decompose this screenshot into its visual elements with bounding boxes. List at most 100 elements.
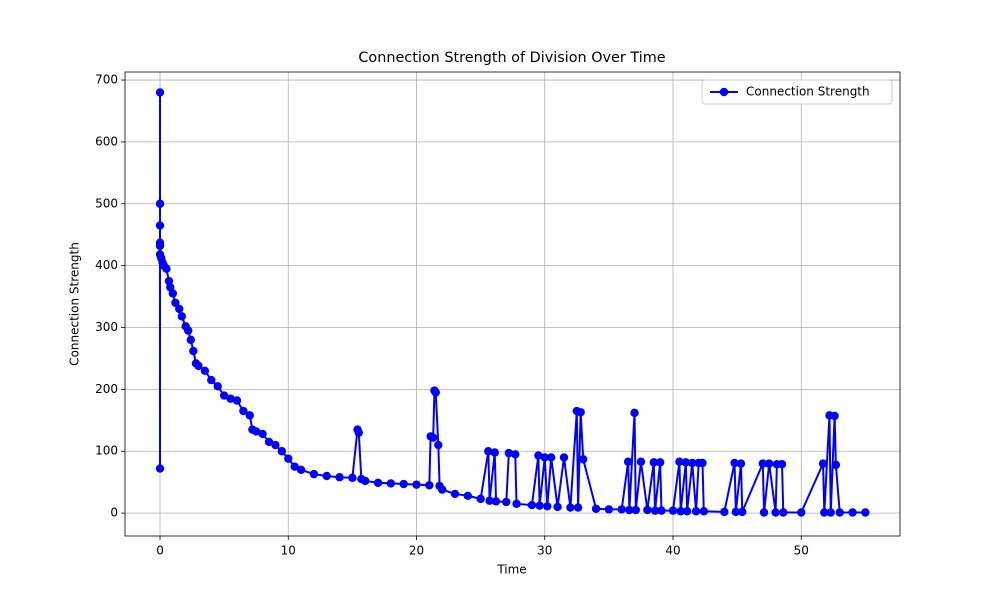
data-point <box>835 508 844 517</box>
data-point <box>399 479 408 489</box>
data-point <box>698 458 707 468</box>
data-point <box>219 391 229 400</box>
data-point <box>437 485 447 494</box>
data-point <box>361 476 370 486</box>
data-point <box>681 458 691 467</box>
data-point <box>818 459 828 468</box>
y-tick-label: 100 <box>95 444 118 458</box>
plot-frame <box>124 71 901 537</box>
legend-box <box>701 79 893 105</box>
data-point <box>284 454 293 463</box>
data-point <box>194 361 203 371</box>
y-tick-label: 300 <box>95 320 118 334</box>
data-point <box>491 497 501 506</box>
data-point <box>797 508 806 517</box>
data-point <box>682 507 692 516</box>
data-point <box>239 406 248 416</box>
data-point <box>348 473 357 483</box>
data-point <box>731 507 741 517</box>
data-point <box>546 453 556 462</box>
data-point <box>177 312 187 321</box>
x-tick-label: 20 <box>409 544 424 558</box>
data-point <box>771 508 780 517</box>
data-point <box>290 462 299 471</box>
data-point <box>617 505 626 514</box>
data-point <box>512 499 521 509</box>
data-point <box>720 507 729 517</box>
data-point <box>631 505 641 515</box>
x-tick-label: 30 <box>537 544 552 558</box>
data-point <box>779 508 788 517</box>
data-point <box>553 502 562 512</box>
data-point <box>649 458 658 467</box>
data-point <box>566 503 575 512</box>
data-point <box>162 264 171 273</box>
y-tick-label: 600 <box>95 134 118 148</box>
data-point <box>434 440 443 450</box>
data-point <box>251 427 261 436</box>
data-point <box>245 411 254 420</box>
data-point <box>688 458 697 468</box>
data-point <box>476 494 485 504</box>
data-point <box>630 408 639 418</box>
data-point <box>625 505 634 515</box>
data-point <box>764 459 774 468</box>
data-point <box>175 304 184 314</box>
data-point <box>736 459 746 468</box>
data-point <box>643 505 652 515</box>
data-point <box>604 505 614 514</box>
data-point <box>485 496 494 505</box>
data-point <box>277 447 287 456</box>
data-point <box>155 221 165 230</box>
data-point <box>758 459 767 468</box>
y-tick-label: 700 <box>95 73 118 87</box>
data-point <box>155 88 165 97</box>
data-point <box>296 465 306 475</box>
data-point <box>335 473 344 482</box>
data-point <box>650 506 660 515</box>
data-point <box>232 396 242 405</box>
data-point <box>428 433 438 442</box>
data-point <box>820 508 829 517</box>
data-point <box>636 457 646 466</box>
data-point <box>490 448 499 457</box>
data-point <box>502 497 511 507</box>
data-point <box>543 502 552 511</box>
x-tick-label: 50 <box>794 544 809 558</box>
data-point <box>258 429 267 439</box>
data-point <box>777 460 787 469</box>
x-tick-label: 0 <box>156 544 164 558</box>
data-point <box>540 453 549 462</box>
data-point <box>484 447 493 456</box>
data-point <box>738 507 747 517</box>
data-point <box>373 478 383 487</box>
data-point <box>826 508 835 517</box>
y-tick-label: 400 <box>95 258 118 272</box>
data-point <box>431 388 440 397</box>
data-point <box>504 448 514 458</box>
data-point <box>155 199 165 208</box>
y-axis-label: Connection Strength <box>68 242 82 366</box>
data-point <box>576 408 585 417</box>
x-tick-label: 40 <box>665 544 680 558</box>
chart-title: Connection Strength of Division Over Tim… <box>358 50 665 66</box>
data-point <box>579 455 588 464</box>
data-point <box>759 508 769 517</box>
legend-label: Connection Strength <box>746 85 870 99</box>
data-point <box>189 346 198 356</box>
legend-marker <box>719 87 729 97</box>
data-point <box>213 382 222 391</box>
data-point <box>657 506 666 515</box>
data-point <box>591 504 601 513</box>
data-point <box>573 503 583 512</box>
data-point <box>309 469 319 479</box>
data-point <box>676 507 685 516</box>
data-point <box>207 375 216 385</box>
data-point <box>155 464 165 473</box>
data-point <box>264 437 274 447</box>
data-point <box>535 501 544 510</box>
data-point <box>463 491 473 500</box>
data-point <box>861 508 870 517</box>
data-point <box>226 394 235 403</box>
